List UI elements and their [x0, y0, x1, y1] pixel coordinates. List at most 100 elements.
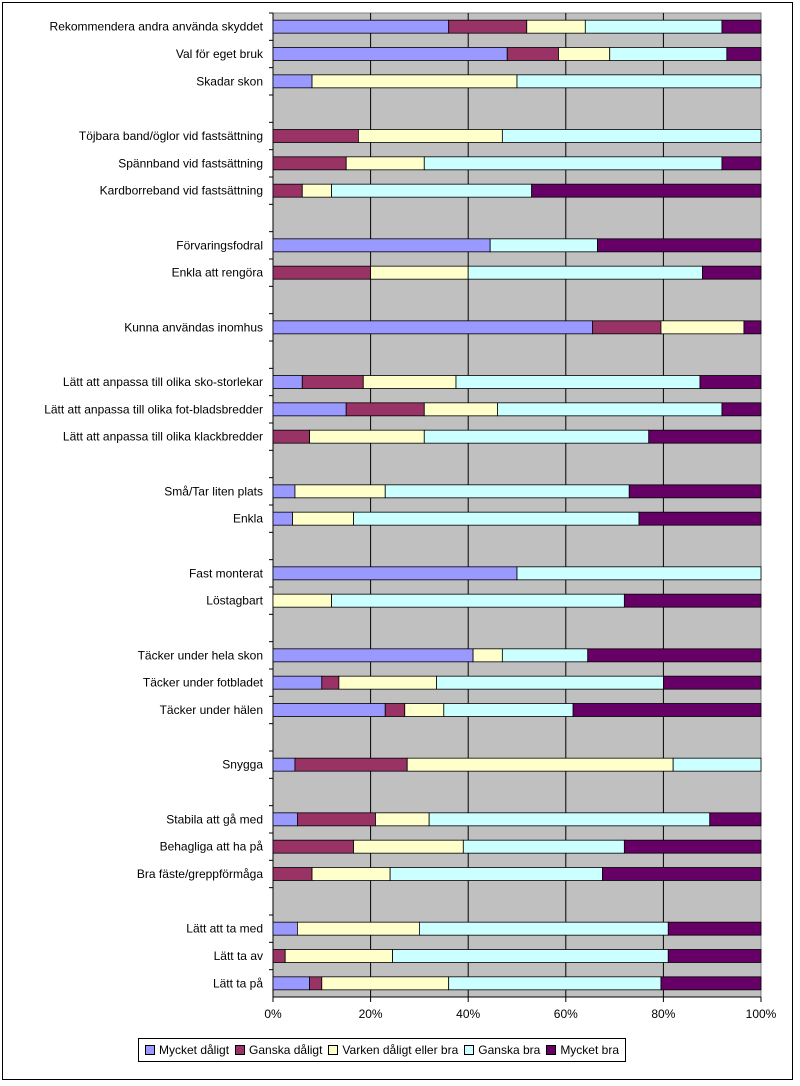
bar-segment — [331, 593, 625, 608]
legend-swatch — [546, 1045, 557, 1055]
bar-segment — [638, 511, 762, 526]
bar-segment — [296, 921, 420, 936]
x-tick-label: 100% — [746, 1007, 777, 1021]
bar-segment — [702, 265, 762, 280]
bar-segment — [345, 156, 425, 171]
bar-segment — [272, 238, 491, 253]
legend-item-ganska-bra: Ganska bra — [464, 1043, 540, 1057]
bar-segment — [628, 484, 762, 499]
legend-item-mycket-bra: Mycket bra — [546, 1043, 619, 1057]
bar-segment — [623, 593, 762, 608]
category-label: Snygga — [222, 758, 263, 772]
bar-segment — [272, 320, 594, 335]
bar-segment — [602, 867, 762, 881]
legend-label: Mycket bra — [560, 1043, 619, 1057]
bar-segment — [272, 566, 518, 581]
bar-segment — [272, 839, 354, 854]
bar-segment — [272, 429, 310, 444]
bar-segment — [384, 703, 406, 717]
bar-segment — [272, 949, 286, 963]
bar-segment — [301, 183, 332, 198]
bar-segment — [272, 74, 313, 89]
bar-segment — [272, 976, 310, 991]
category-label: Lätt att anpassa till olika klackbredder — [63, 430, 263, 444]
bar-segment — [743, 320, 762, 335]
bar-segment — [272, 47, 508, 61]
bar-segment — [572, 703, 762, 717]
category-label: Lätt ta på — [213, 976, 263, 990]
category-label: Lätt ta av — [214, 949, 263, 963]
legend-label: Ganska dåligt — [249, 1043, 323, 1057]
category-label: Rekommendera andra använda skyddet — [50, 20, 264, 34]
legend-item-ganska-daligt: Ganska dåligt — [235, 1043, 322, 1057]
bar-segment — [272, 812, 298, 827]
bar-segment — [699, 375, 762, 389]
bar-segment — [357, 129, 503, 143]
bar-segment — [272, 375, 303, 389]
category-label: Lätt att ta med — [186, 922, 263, 936]
bar-segment — [272, 867, 313, 881]
category-label: Bra fäste/greppförmåga — [137, 867, 263, 881]
category-label: Täcker under fotbladet — [143, 676, 264, 690]
bar-segment — [272, 19, 450, 34]
bar-segment — [294, 484, 386, 499]
legend-item-varken: Varken dåligt eller bra — [328, 1043, 458, 1057]
bar-segment — [309, 976, 323, 991]
legend-item-mycket-daligt: Mycket dåligt — [145, 1043, 229, 1057]
bar-segment — [721, 19, 762, 34]
legend-swatch — [464, 1045, 475, 1055]
bar-segment — [648, 429, 762, 444]
category-label: Val för eget bruk — [176, 47, 264, 61]
category-label: Kunna användas inomhus — [124, 320, 263, 334]
category-label: Behagliga att ha på — [160, 840, 264, 854]
bar-segment — [272, 675, 323, 690]
bar-segment — [404, 703, 445, 717]
bar-segment — [311, 867, 391, 881]
category-label: Täcker under hela skon — [138, 648, 263, 662]
bar-segment — [296, 812, 376, 827]
bar-segment — [609, 47, 728, 61]
bar-segment — [672, 757, 762, 772]
bar-segment — [321, 675, 340, 690]
x-tick-label: 40% — [456, 1007, 480, 1021]
bar-segment — [338, 675, 437, 690]
bar-segment — [721, 402, 762, 417]
bar-segment — [331, 183, 533, 198]
bar-segment — [284, 949, 393, 963]
category-label: Lätt att anpassa till olika fot-bladsbre… — [44, 402, 263, 416]
bar-segment — [272, 648, 474, 663]
bar-segment — [292, 511, 354, 526]
category-label: Löstagbart — [206, 594, 263, 608]
bar-segment — [443, 703, 574, 717]
legend: Mycket dåligt Ganska dåligt Varken dålig… — [138, 1038, 626, 1062]
category-label: Små/Tar liten plats — [164, 484, 263, 498]
bar-segment — [423, 429, 650, 444]
x-tick-label: 0% — [264, 1007, 282, 1021]
bar-segment — [272, 129, 359, 143]
bar-segment — [389, 867, 603, 881]
legend-swatch — [328, 1045, 339, 1055]
bar-segment — [428, 812, 711, 827]
category-label: Lätt att anpassa till olika sko-storleka… — [63, 375, 263, 389]
category-label: Enkla — [233, 512, 263, 526]
bar-segment — [721, 156, 762, 171]
bar-segment — [667, 949, 762, 963]
bar-segment — [418, 921, 669, 936]
bar-segment — [423, 156, 723, 171]
bar-segment — [392, 949, 669, 963]
bar-segment — [272, 703, 386, 717]
x-tick-label: 80% — [651, 1007, 675, 1021]
category-label: Förvaringsfodral — [176, 238, 263, 252]
legend-label: Ganska bra — [478, 1043, 541, 1057]
bar-segment — [501, 129, 762, 143]
bar-segment — [272, 156, 347, 171]
bar-segment — [663, 675, 762, 690]
bar-segment — [272, 484, 296, 499]
category-label: Spännband vid fastsättning — [118, 156, 263, 170]
x-tick-label: 20% — [359, 1007, 383, 1021]
bar-segment — [726, 47, 762, 61]
bar-segment — [353, 511, 640, 526]
category-label: Fast monterat — [189, 566, 264, 580]
bar-segment — [375, 812, 430, 827]
